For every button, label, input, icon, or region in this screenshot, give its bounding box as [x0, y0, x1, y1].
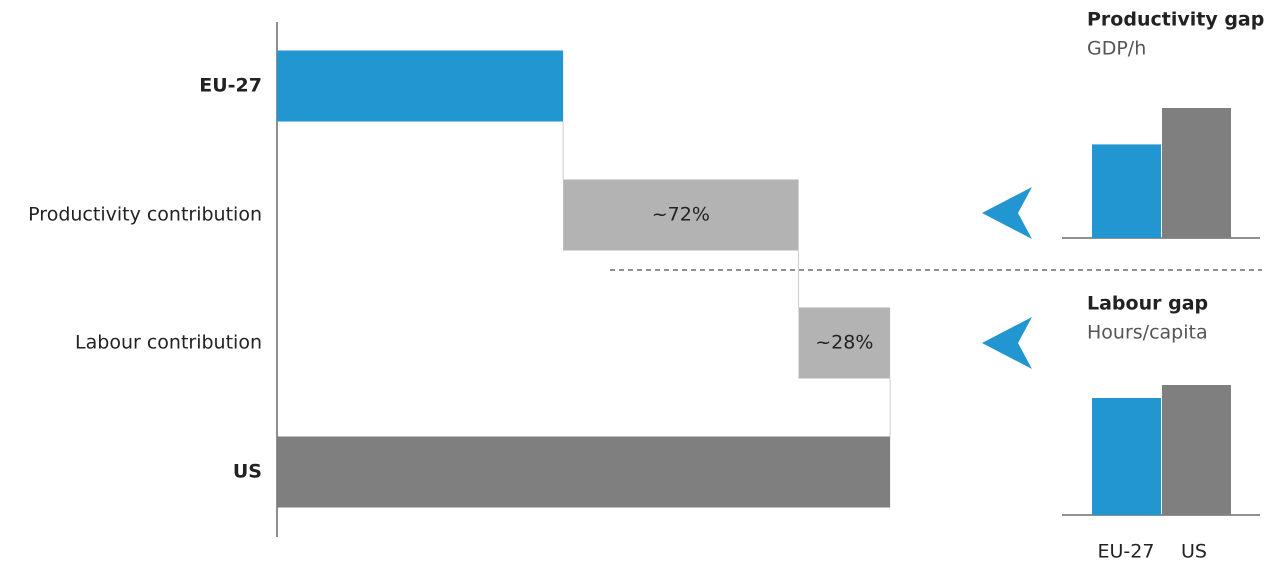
- bar: [277, 50, 564, 122]
- bar: [277, 436, 891, 508]
- mini-subtitle: Hours/capita: [1087, 322, 1208, 344]
- value-label: ~28%: [815, 332, 873, 354]
- x-tick-label: EU-27: [1098, 541, 1155, 563]
- bar: [1092, 144, 1161, 238]
- category-label: US: [233, 461, 262, 483]
- mini-title: Labour gap: [1087, 293, 1208, 315]
- chevron: [982, 187, 1032, 239]
- mini-subtitle: GDP/h: [1087, 38, 1146, 60]
- x-tick-label: US: [1181, 541, 1207, 563]
- bar: [1162, 385, 1231, 515]
- category-label: Productivity contribution: [28, 204, 262, 226]
- chevron: [982, 317, 1032, 369]
- bar: [798, 307, 891, 379]
- bar: [563, 179, 799, 251]
- value-label: ~72%: [652, 204, 710, 226]
- bar: [1162, 108, 1231, 238]
- bar: [1092, 398, 1161, 515]
- category-label: Labour contribution: [75, 332, 262, 354]
- category-label: EU-27: [199, 75, 262, 97]
- mini-title: Productivity gap: [1087, 9, 1264, 31]
